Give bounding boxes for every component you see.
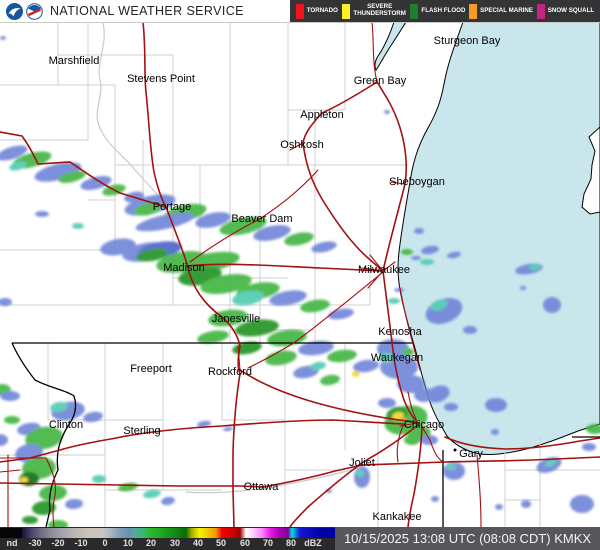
noaa-logo[interactable] (6, 2, 23, 20)
scale-tick: nd (6, 538, 18, 548)
city-label-sheboygan: Sheboygan (389, 176, 445, 188)
scale-tick: 50 (215, 538, 227, 548)
alert-label: FLASH FLOOD (421, 6, 466, 14)
alert-color-swatch (341, 3, 350, 19)
city-label-janesville: Janesville (212, 313, 260, 325)
alert-label: SNOW SQUALL (547, 6, 595, 14)
scale-tick: 0 (102, 538, 108, 548)
city-label-kankakee: Kankakee (373, 511, 422, 523)
city-label-kenosha: Kenosha (378, 326, 422, 338)
nws-logo[interactable] (26, 2, 43, 20)
scale-colorbar (0, 528, 335, 538)
scale-unit: dBZ (304, 538, 322, 548)
agency-title: NATIONAL WEATHER SERVICE (50, 4, 244, 18)
scale-tick: -20 (51, 538, 65, 548)
scale-tick: 80 (285, 538, 297, 548)
brand: NATIONAL WEATHER SERVICE (6, 0, 244, 22)
city-label-joliet: Joliet (349, 457, 375, 469)
scale-tick: -30 (28, 538, 42, 548)
michigan-shore (581, 126, 600, 215)
scale-tick: 70 (262, 538, 274, 548)
alert-legend-item: TORNADO (295, 3, 338, 19)
rivers (96, 22, 359, 494)
timestamp: 10/15/2025 13:08 UTC (08:08 CDT) KMKX (343, 531, 592, 546)
scale-tick: 40 (192, 538, 204, 548)
status-bar: 10/15/2025 13:08 UTC (08:08 CDT) KMKX (335, 527, 600, 550)
scale-tick: 30 (169, 538, 181, 548)
city-label-green-bay: Green Bay (354, 75, 407, 87)
city-label-clinton: Clinton (49, 419, 83, 431)
green-bay-water (374, 22, 407, 71)
city-label-appleton: Appleton (300, 109, 343, 121)
alert-label: SEVERE THUNDERSTORM (353, 3, 406, 17)
scale-tick: 10 (122, 538, 134, 548)
city-label-gary: Gary (459, 448, 483, 460)
highways (0, 22, 600, 527)
city-label-sterling: Sterling (123, 425, 160, 437)
city-label-oshkosh: Oshkosh (280, 139, 323, 151)
city-label-milwaukee: Milwaukee (358, 264, 410, 276)
alert-color-swatch (469, 3, 478, 19)
city-label-beaver-dam: Beaver Dam (231, 213, 292, 225)
alert-legend-item: SEVERE THUNDERSTORM (341, 3, 407, 19)
scale-tick: 20 (145, 538, 157, 548)
alert-color-swatch (410, 3, 419, 19)
city-marker (453, 448, 457, 452)
city-label-ottawa: Ottawa (244, 481, 280, 493)
alert-label: SPECIAL MARINE (480, 6, 534, 14)
alerts-legend: TORNADO SEVERE THUNDERSTORM FLASH FLOOD SPE… (290, 0, 600, 22)
scale-tick: -10 (74, 538, 88, 548)
scale-tick: 60 (239, 538, 251, 548)
alert-legend-item: FLASH FLOOD (410, 3, 466, 19)
city-labels: Marshfield Stevens Point Sturgeon Bay Green… (49, 35, 501, 523)
city-label-marshfield: Marshfield (49, 55, 100, 67)
city-label-waukegan: Waukegan (371, 352, 423, 364)
city-label-chicago: Chicago (404, 419, 444, 431)
radar-map[interactable]: Marshfield Stevens Point Sturgeon Bay Green… (0, 22, 600, 527)
city-label-sturgeon-bay: Sturgeon Bay (434, 35, 501, 47)
scale-bar: nd -30 -20 -10 0 10 20 30 40 50 60 70 80 dBZ 10/15/20… (0, 527, 600, 550)
radar-echoes (0, 36, 600, 527)
alert-legend-item: SNOW SQUALL (536, 3, 595, 19)
city-label-madison: Madison (163, 262, 205, 274)
alert-color-swatch (536, 3, 545, 19)
scale-ticks: nd -30 -20 -10 0 10 20 30 40 50 60 70 80 dBZ (0, 538, 335, 550)
lake-michigan (374, 22, 600, 455)
city-label-rockford: Rockford (208, 366, 252, 378)
alert-label: TORNADO (306, 6, 338, 14)
alert-legend-item: SPECIAL MARINE (469, 3, 534, 19)
city-label-portage: Portage (153, 201, 192, 213)
header-bar: NATIONAL WEATHER SERVICE TORNADO SEVERE T… (0, 0, 600, 23)
city-label-freeport: Freeport (130, 363, 172, 375)
alert-color-swatch (295, 3, 304, 19)
city-label-stevens-point: Stevens Point (127, 73, 195, 85)
